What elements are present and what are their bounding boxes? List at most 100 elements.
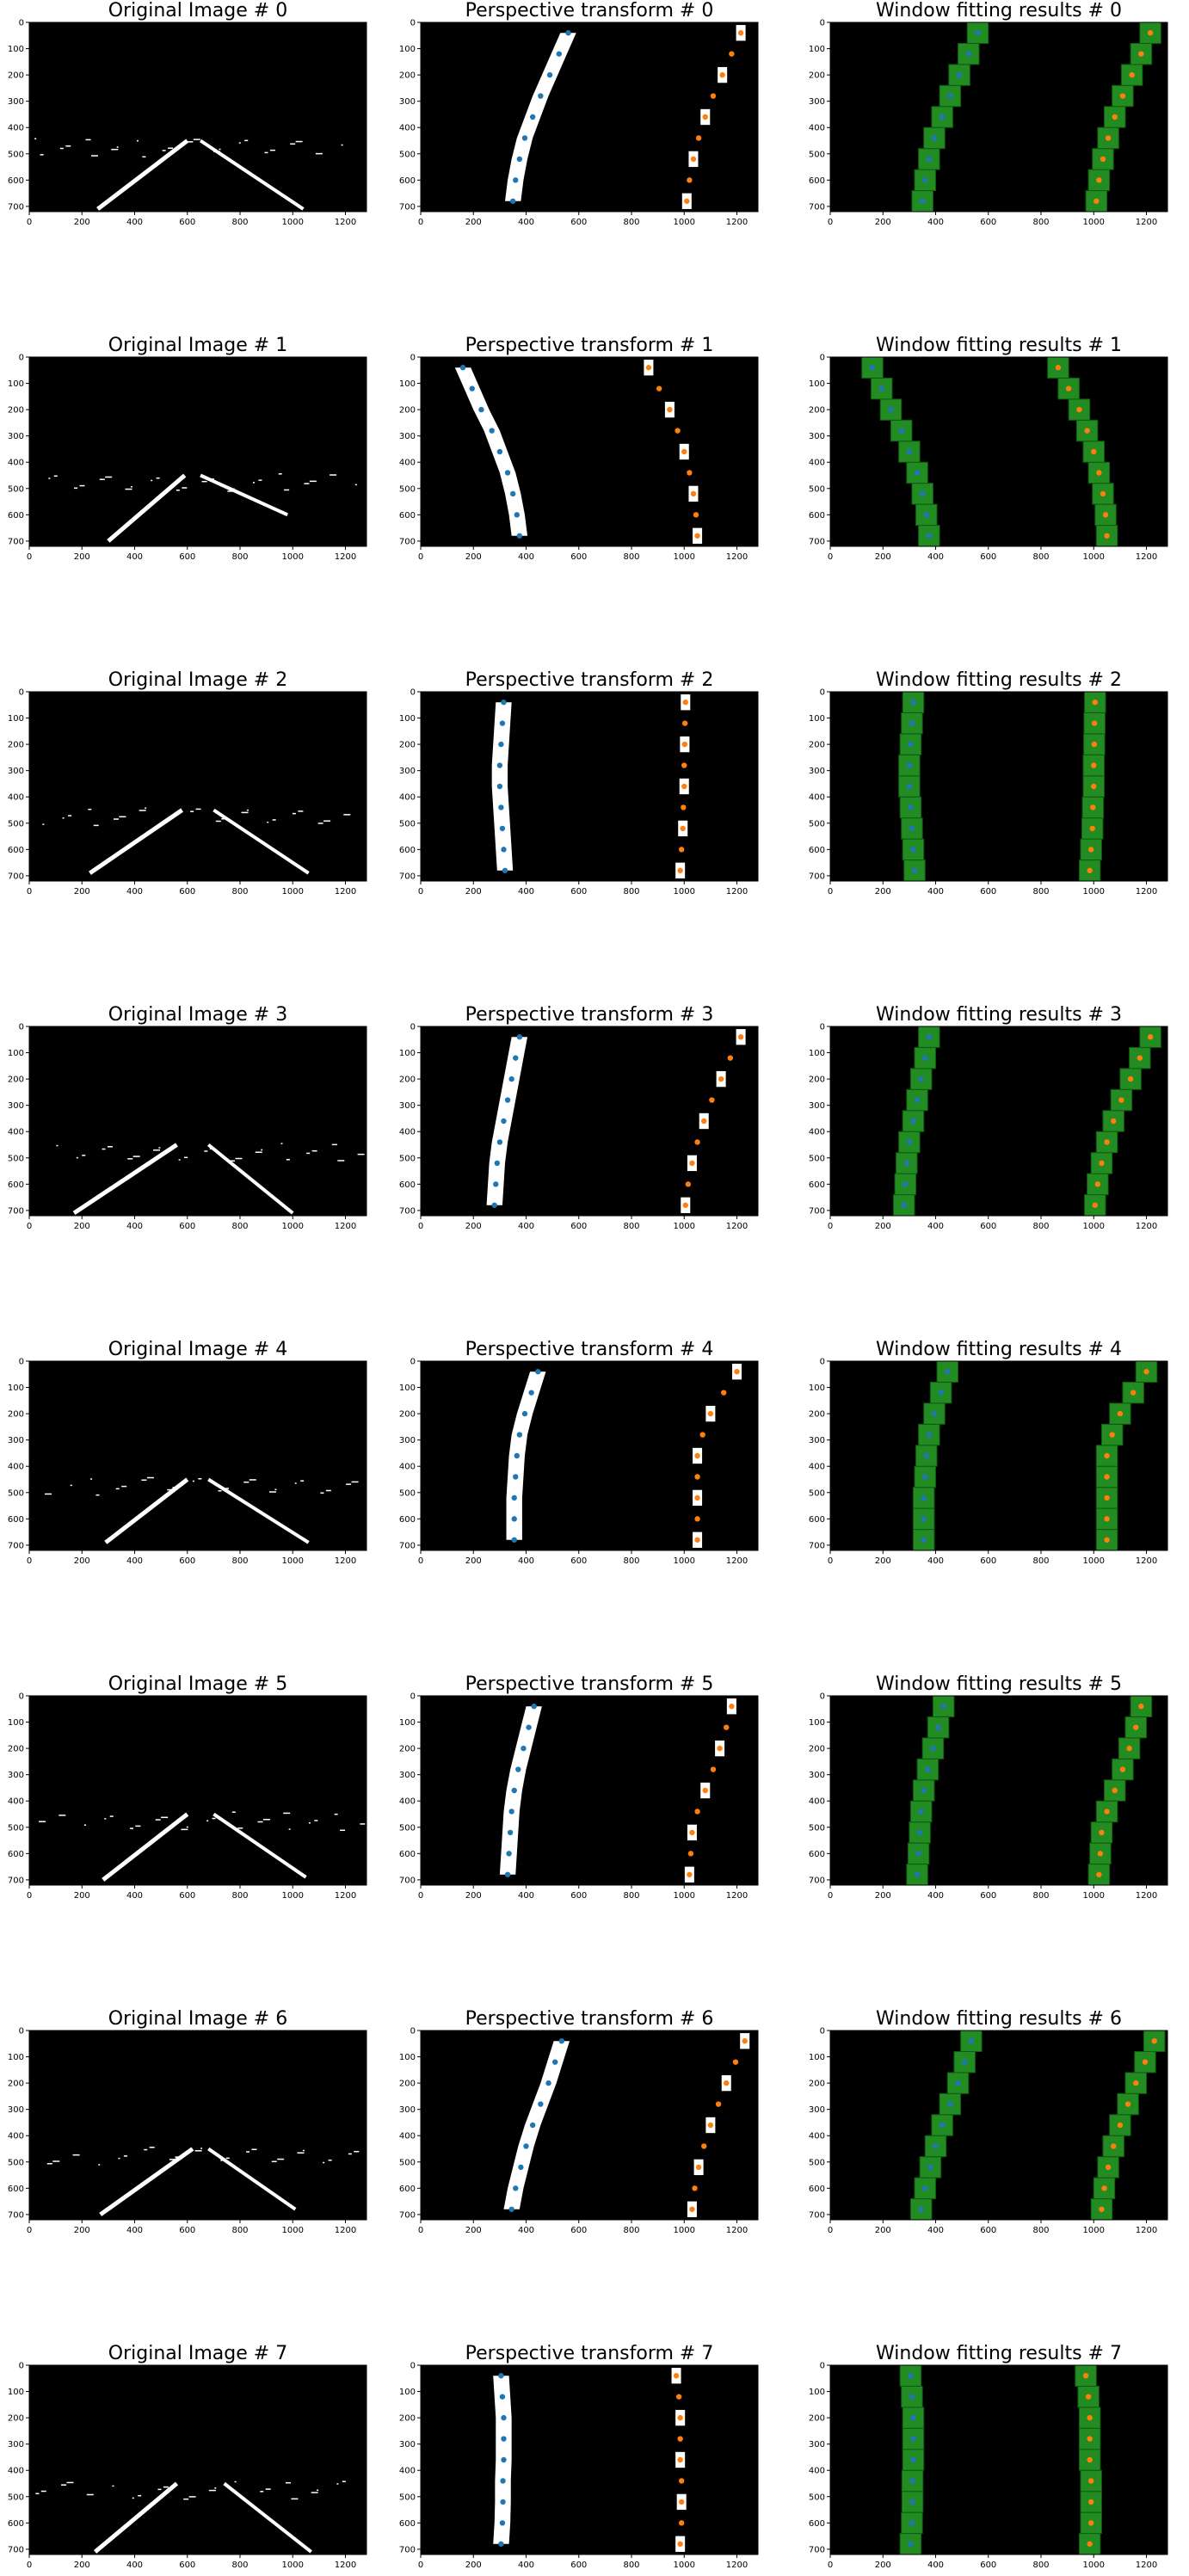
left-fit-point	[908, 2373, 914, 2379]
left-fit-point	[910, 2436, 916, 2442]
x-tick-label: 0	[828, 218, 833, 227]
y-tick-label: 100	[8, 45, 24, 54]
y-tick-label: 400	[809, 1797, 825, 1807]
y-tick-label: 200	[399, 1075, 416, 1085]
right-lane-point	[737, 30, 744, 36]
x-tick-label: 800	[231, 218, 248, 227]
x-tick-label: 800	[1032, 887, 1049, 897]
right-fit-point	[1137, 1055, 1143, 1061]
y-tick-label: 100	[809, 45, 825, 54]
noise-speck	[317, 2489, 319, 2492]
y-tick-label: 300	[8, 1436, 24, 1445]
x-tick-label: 800	[231, 552, 248, 562]
noise-speck	[184, 1156, 188, 1159]
y-tick-label: 300	[399, 2105, 416, 2115]
axes-frame	[420, 356, 759, 547]
noise-speck	[107, 1146, 113, 1148]
noise-speck	[346, 1483, 352, 1485]
right-lane-point	[681, 762, 687, 768]
left-fit-point	[901, 1202, 907, 1208]
noise-speck	[99, 478, 105, 480]
y-tick-label: 500	[8, 2158, 24, 2167]
noise-speck	[168, 147, 174, 149]
x-tick-label: 1200	[726, 2561, 748, 2570]
x-tick-label: 0	[418, 1222, 423, 1231]
x-tick-label: 400	[126, 2226, 143, 2235]
x-tick-label: 0	[828, 2226, 833, 2235]
noise-speck	[65, 145, 71, 147]
noise-speck	[181, 1828, 188, 1831]
left-lane-point	[507, 1829, 514, 1836]
y-tick-label: 400	[809, 459, 825, 468]
right-fit-point	[1065, 385, 1072, 391]
y-tick-label: 200	[809, 1745, 825, 1754]
left-lane-point	[565, 30, 571, 36]
y-tick-label: 300	[809, 2105, 825, 2115]
x-tick-label: 800	[231, 2226, 248, 2235]
y-tick-label: 300	[399, 1101, 416, 1111]
x-tick-label: 1200	[726, 1556, 748, 1566]
x-tick-label: 0	[828, 1222, 833, 1231]
y-tick-label: 0	[19, 688, 24, 698]
left-lane-point	[499, 825, 506, 832]
x-tick-label: 800	[231, 1222, 248, 1231]
right-fit-point	[1129, 71, 1135, 78]
y-tick-label: 500	[809, 484, 825, 494]
right-fit-point	[1087, 2541, 1093, 2547]
left-lane-point	[508, 2206, 514, 2212]
left-fit-point	[926, 1432, 933, 1438]
right-lane-point	[742, 2038, 748, 2044]
right-lane-point	[678, 2499, 685, 2505]
x-tick-label: 600	[570, 2561, 587, 2570]
lane-line	[99, 2147, 194, 2216]
x-tick-label: 1000	[282, 2226, 304, 2235]
x-tick-label: 600	[980, 1891, 996, 1901]
x-tick-label: 400	[927, 2226, 944, 2235]
y-tick-label: 300	[809, 767, 825, 776]
left-lane-point	[513, 2185, 519, 2191]
left-fit-point	[922, 2185, 928, 2191]
y-tick-label: 200	[8, 2414, 24, 2424]
noise-speck	[219, 148, 221, 151]
y-tick-label: 600	[8, 2519, 24, 2529]
right-fit-point	[1091, 783, 1097, 790]
right-fit-point	[1092, 699, 1098, 706]
left-lane-point	[556, 51, 562, 57]
right-lane-point	[681, 804, 687, 810]
left-lane-point	[504, 1097, 511, 1103]
left-fit-point	[915, 1851, 921, 1857]
x-tick-label: 400	[927, 1222, 944, 1231]
x-tick-label: 400	[518, 552, 534, 562]
y-tick-label: 200	[809, 741, 825, 750]
left-fit-point	[968, 2038, 975, 2044]
right-lane-point	[702, 114, 708, 120]
y-tick-label: 400	[8, 1128, 24, 1137]
y-tick-label: 400	[8, 124, 24, 133]
noise-speck	[251, 2148, 257, 2150]
left-fit-point	[869, 365, 876, 371]
right-lane-point	[724, 2080, 730, 2086]
x-tick-label: 600	[570, 1891, 587, 1901]
panel-title: Window fitting results # 1	[876, 335, 1122, 356]
y-tick-label: 100	[809, 1384, 825, 1393]
image-background	[29, 22, 367, 212]
x-tick-label: 200	[74, 218, 90, 227]
noise-speck	[201, 480, 207, 483]
noise-speck	[48, 478, 51, 479]
right-lane-point	[710, 93, 717, 99]
y-tick-label: 500	[809, 1154, 825, 1163]
noise-speck	[145, 807, 147, 809]
right-fit-point	[1096, 177, 1102, 183]
y-tick-label: 300	[8, 1101, 24, 1111]
lane-line	[213, 1812, 307, 1879]
x-tick-label: 800	[231, 2561, 248, 2570]
original-image-panel: 0 200 400 600 800 1000 1200 0 100 200 300 400 500 600…	[8, 1673, 367, 1901]
noise-speck	[53, 475, 58, 477]
x-tick-label: 400	[126, 887, 143, 897]
x-tick-label: 1200	[335, 552, 356, 562]
noise-speck	[190, 810, 194, 812]
y-tick-label: 100	[399, 1718, 416, 1728]
left-lane-point	[545, 2080, 551, 2086]
noise-speck	[354, 484, 357, 486]
noise-speck	[61, 2484, 67, 2486]
